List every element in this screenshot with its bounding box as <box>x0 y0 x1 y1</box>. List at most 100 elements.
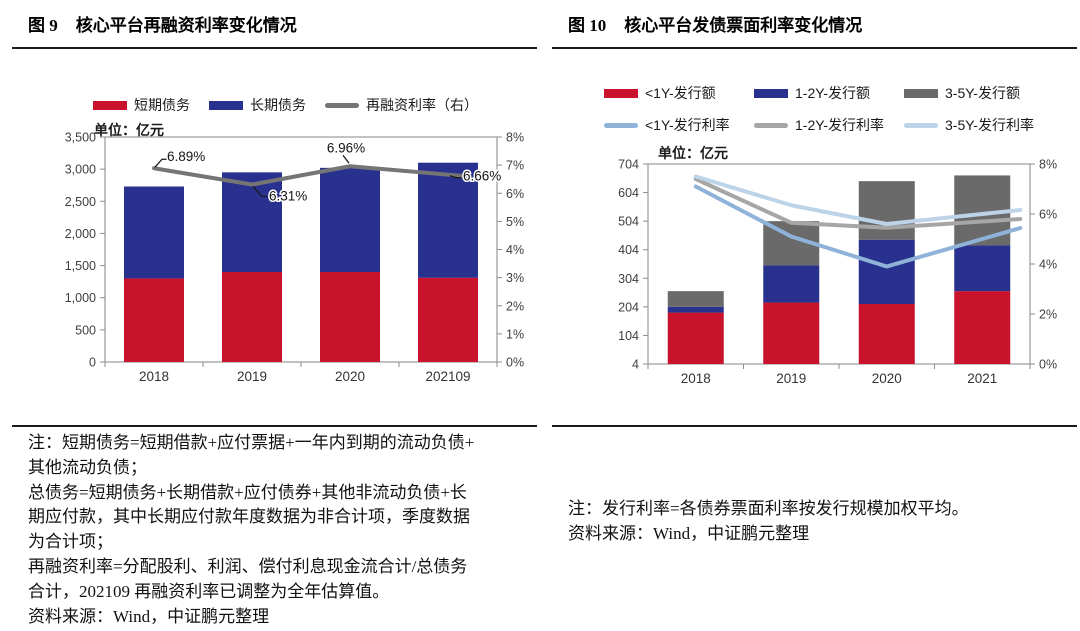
y-axis-tick-label: 500 <box>75 323 96 337</box>
note-line: 其他流动负债； <box>28 457 147 477</box>
legend-bar-swatch <box>604 88 638 98</box>
y-axis-tick-label: 0 <box>89 356 96 370</box>
note-line: 为合计项； <box>28 532 113 552</box>
chart-legend: <1Y-发行额 1-2Y-发行额 3-5Y-发行额 <1Y-发行利率 1-2Y-发行利率… <box>604 83 1050 135</box>
bar-segment <box>858 304 915 364</box>
bar-segment <box>954 291 1011 364</box>
y-axis-tick-label: 1,000 <box>65 291 96 305</box>
coupon-rate-plot: 704 604 504 404 304 204 104 4 8% 6% 4% 2% 0% 2018 2019… <box>618 158 1057 387</box>
y2-axis-tick-label: 2% <box>506 299 524 313</box>
legend-label: 3-5Y-发行利率 <box>945 117 1034 133</box>
bar-segment <box>222 272 282 362</box>
rate-line <box>693 174 1023 226</box>
y2-axis-tick-label: 0% <box>1039 358 1057 372</box>
point-label-leader <box>154 158 167 168</box>
y2-axis-tick-label: 4% <box>506 243 524 257</box>
chart-divider <box>12 425 537 427</box>
title-divider <box>552 47 1077 49</box>
legend-line-swatch <box>604 122 638 128</box>
figure-9-notes: 注：短期债务=短期借款+应付票据+一年内到期的流动负债+ 其他流动负债； 总债务=短… <box>28 431 530 629</box>
bar-segment <box>320 167 380 272</box>
legend-line-swatch <box>754 122 788 128</box>
note-line: 总债务=短期债务+长期借款+应付债券+其他非流动负债+长 <box>28 482 467 502</box>
y2-axis-tick-label: 7% <box>506 159 524 173</box>
legend-item: <1Y-发行利率 <box>604 115 754 135</box>
bar-segment <box>763 265 820 303</box>
x-axis-category-label: 2018 <box>681 371 711 386</box>
y-axis-tick-label: 3,500 <box>65 131 96 145</box>
bar-segment <box>124 186 184 279</box>
point-label-leader <box>449 175 461 179</box>
bar-segment <box>667 291 724 307</box>
x-axis-category-label: 2021 <box>967 371 997 386</box>
figure-9-panel: 图 9 核心平台再融资利率变化情况 短期债务 长期债务 再融资利率（右） 单位：亿元 … <box>0 16 540 629</box>
y-axis-tick-label: 2,000 <box>65 227 96 241</box>
legend-bar-swatch <box>904 88 938 98</box>
figure-10-number: 图 10 <box>568 16 607 35</box>
legend-label: <1Y-发行额 <box>645 85 716 101</box>
bar-segment <box>858 239 915 304</box>
legend-item: 长期债务 <box>209 95 306 115</box>
y2-axis-tick-label: 1% <box>506 327 524 341</box>
x-axis-category-label: 202109 <box>425 369 470 384</box>
y2-axis-tick-label: 6% <box>506 187 524 201</box>
legend-bar-swatch <box>754 88 788 98</box>
bar-segment <box>954 245 1011 292</box>
y2-axis-tick-label: 8% <box>506 131 524 145</box>
legend-line-swatch <box>904 122 938 128</box>
note-line: 注：短期债务=短期借款+应付票据+一年内到期的流动负债+ <box>28 433 475 452</box>
y-axis-tick-label: 204 <box>618 300 639 314</box>
legend-label: 1-2Y-发行额 <box>795 85 870 101</box>
rate-line <box>693 184 1023 269</box>
refinancing-rate-plot: 3,500 3,000 2,500 2,000 1,500 1,000 500 0 8% 7% 6%… <box>65 131 524 385</box>
bar-segment <box>124 278 184 362</box>
bar-segment <box>418 162 478 278</box>
legend-bar-swatch <box>93 100 127 110</box>
y-axis-tick-label: 604 <box>618 186 639 200</box>
figure-10-panel: 图 10 核心平台发债票面利率变化情况 <1Y-发行额 1-2Y-发行额 3-5Y-发… <box>540 0 1080 631</box>
y2-axis-tick-label: 5% <box>506 215 524 229</box>
y-axis-tick-label: 3,000 <box>65 163 96 177</box>
legend-item: 1-2Y-发行额 <box>754 83 904 103</box>
bar-segment <box>858 181 915 240</box>
figure-10-notes: 注：发行利率=各债券票面利率按发行规模加权平均。 资料来源：Wind，中证鹏元整理 <box>568 497 1070 547</box>
legend-item: <1Y-发行额 <box>604 83 754 103</box>
y2-axis-tick-label: 4% <box>1039 258 1057 272</box>
bar-segment <box>222 172 282 272</box>
bar-segment <box>320 272 380 362</box>
y2-axis-tick-label: 2% <box>1039 308 1057 322</box>
note-line: 合计，202109 再融资利率已调整为全年估算值。 <box>28 581 390 601</box>
unit-label: 单位：亿元 <box>94 122 164 138</box>
legend-label: <1Y-发行利率 <box>645 117 730 133</box>
legend-label: 长期债务 <box>250 97 306 113</box>
bar-segment <box>667 312 724 364</box>
note-line: 注：发行利率=各债券票面利率按发行规模加权平均。 <box>568 499 969 518</box>
legend-item: 3-5Y-发行利率 <box>904 115 1050 135</box>
figure-9-number: 图 9 <box>28 16 58 35</box>
rate-line <box>693 177 1023 230</box>
unit-label: 单位：亿元 <box>658 145 728 161</box>
legend-item: 短期债务 <box>93 95 190 115</box>
rate-point-label: 6.96% <box>327 140 365 155</box>
note-line: 再融资利率=分配股利、利润、偿付利息现金流合计/总债务 <box>28 556 468 576</box>
figure-10-title: 图 10 核心平台发债票面利率变化情况 <box>568 11 862 36</box>
refinancing-rate-chart: 短期债务 长期债务 再融资利率（右） 单位：亿元 3,500 3,000 2,500 2,… <box>0 60 540 420</box>
y-axis-tick-label: 4 <box>632 358 639 372</box>
figure-9-title-text: 核心平台再融资利率变化情况 <box>75 16 297 35</box>
rate-point-label: 6.66% <box>463 169 501 184</box>
y2-axis-tick-label: 0% <box>506 356 524 370</box>
x-axis-category-label: 2019 <box>237 369 267 384</box>
source-line: 资料来源：Wind，中证鹏元整理 <box>28 606 270 626</box>
coupon-rate-chart: <1Y-发行额 1-2Y-发行额 3-5Y-发行额 <1Y-发行利率 1-2Y-发行利率… <box>540 60 1080 420</box>
chart-divider <box>552 425 1077 427</box>
title-divider <box>12 47 537 49</box>
x-axis-category-label: 2018 <box>139 369 169 384</box>
legend-item: 再融资利率（右） <box>325 95 478 115</box>
bar-segment <box>667 306 724 313</box>
y-axis-tick-label: 404 <box>618 243 639 257</box>
chart-legend: 短期债务 长期债务 再融资利率（右） <box>93 95 478 115</box>
rate-point-label: 6.89% <box>167 149 205 164</box>
legend-item: 3-5Y-发行额 <box>904 83 1050 103</box>
note-line: 期应付款，其中长期应付款年度数据为非合计项，季度数据 <box>28 507 470 527</box>
y2-axis-tick-label: 3% <box>506 271 524 285</box>
